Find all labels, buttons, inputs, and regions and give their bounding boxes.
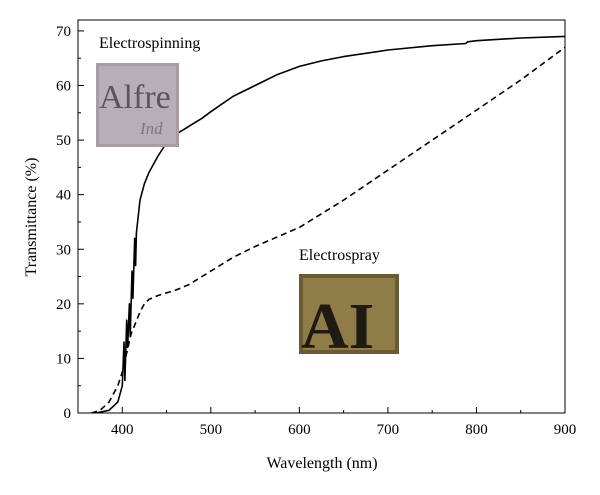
y-tick-label: 20 [56, 297, 71, 313]
electrospinning-sample-photo: Alfre Ind [96, 63, 179, 147]
annotation-electrospinning: Electrospinning [99, 35, 200, 52]
annotation-electrospray: Electrospray [299, 247, 380, 264]
x-axis-title: Wavelength (nm) [266, 455, 377, 472]
y-tick-label: 10 [56, 351, 71, 367]
x-tick-label: 900 [554, 422, 577, 438]
y-axis-title: Transmittance (%) [23, 158, 40, 277]
y-tick-label: 0 [64, 406, 72, 422]
series-line-electrospinning [95, 35, 565, 413]
y-tick-label: 70 [56, 24, 71, 40]
x-tick-label: 400 [111, 422, 134, 438]
y-tick-label: 60 [56, 79, 71, 95]
y-tick-label: 50 [56, 133, 71, 149]
x-tick-label: 500 [200, 422, 223, 438]
x-tick-label: 800 [465, 422, 488, 438]
plot-frame [77, 19, 566, 414]
y-axis-ticks: 0 10 20 30 40 50 60 70 [56, 24, 84, 422]
y-tick-label: 30 [56, 242, 71, 258]
svg-text:Alfre: Alfre [99, 79, 171, 116]
electrospray-sample-photo: AI [299, 274, 399, 363]
x-axis-ticks: 400 500 600 700 800 900 [111, 407, 576, 438]
x-tick-label: 700 [377, 422, 400, 438]
x-tick-label: 600 [288, 422, 311, 438]
svg-text:Ind: Ind [139, 119, 163, 138]
y-tick-label: 40 [56, 188, 71, 204]
svg-text:AI: AI [301, 290, 374, 363]
plot-lines [91, 35, 565, 413]
